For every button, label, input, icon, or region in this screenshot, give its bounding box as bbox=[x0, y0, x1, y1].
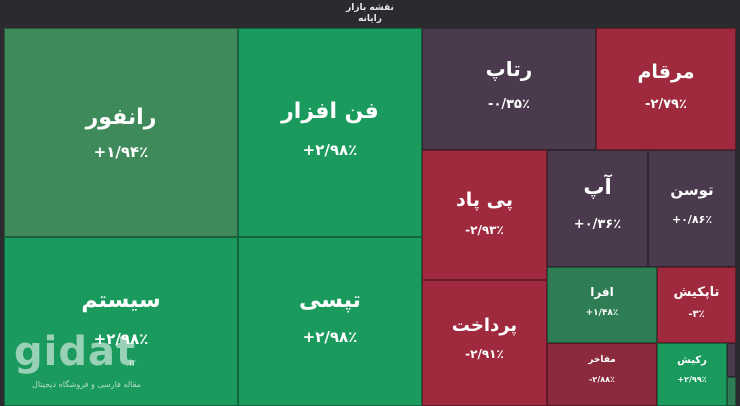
tile-change: +۲/۹۹٪ bbox=[677, 375, 707, 384]
tile-system[interactable]: سیستم +۲/۹۸٪ bbox=[4, 237, 238, 406]
tile-ratap[interactable]: رتاپ -۰/۳۵٪ bbox=[422, 28, 596, 150]
watermark-tagline: مقاله فارسی و فروشگاه دیجیتال bbox=[32, 380, 141, 389]
tile-name: سیستم bbox=[81, 288, 161, 313]
tile-afra[interactable]: افرا +۱/۴۸٪ bbox=[547, 267, 657, 343]
tile-change: -۲/۷۹٪ bbox=[645, 97, 687, 112]
tile-pardakht[interactable]: پرداخت -۲/۹۱٪ bbox=[422, 280, 547, 406]
tile-change: +۱/۹۴٪ bbox=[93, 143, 149, 161]
tile-mafakher[interactable]: مفاخر -۲/۸۸٪ bbox=[547, 343, 657, 406]
tile-change: -۳٪ bbox=[688, 309, 705, 320]
tile-fanafzar[interactable]: فن افزار +۲/۹۸٪ bbox=[238, 28, 422, 237]
tile-ranfour[interactable]: رانفور +۱/۹۴٪ bbox=[4, 28, 238, 237]
tile-name: مفاخر bbox=[588, 355, 616, 365]
tile-name: پی پاد bbox=[456, 189, 513, 211]
tile-change: -۲/۹۱٪ bbox=[465, 347, 504, 361]
sector-title: رایانه bbox=[358, 14, 382, 24]
tile-change: +۲/۹۸٪ bbox=[302, 141, 358, 159]
tile-toosan[interactable]: توسن +۰/۸۶٪ bbox=[648, 150, 736, 267]
tile-change: -۲/۸۸٪ bbox=[589, 375, 615, 384]
tile-name: رتاپ bbox=[485, 57, 533, 81]
tile-change: +۱/۴۸٪ bbox=[585, 308, 619, 318]
tile-change: -۲/۹۳٪ bbox=[465, 223, 504, 237]
tile-name: تپسی bbox=[299, 288, 361, 313]
tile-tapkish[interactable]: تاپکیش -۳٪ bbox=[657, 267, 736, 343]
watermark: gidat .ir مقاله فارسی و فروشگاه دیجیتال bbox=[14, 330, 164, 400]
tile-small-1[interactable] bbox=[727, 343, 736, 377]
tile-change: +۰/۸۶٪ bbox=[671, 213, 713, 226]
tile-name: مرقام bbox=[637, 61, 695, 83]
tile-name: توسن bbox=[670, 181, 714, 199]
tile-small-2[interactable] bbox=[727, 377, 736, 406]
watermark-tld: .ir bbox=[126, 358, 137, 369]
tile-name: رکیش bbox=[677, 355, 707, 366]
tile-tapsi[interactable]: تپسی +۲/۹۸٪ bbox=[238, 237, 422, 406]
tile-change: +۰/۳۶٪ bbox=[573, 217, 622, 232]
tile-name: افرا bbox=[590, 285, 614, 299]
header: نقشه بازار رایانه bbox=[0, 0, 740, 27]
tile-change: -۰/۳۵٪ bbox=[488, 97, 530, 112]
tile-ap[interactable]: آپ +۰/۳۶٪ bbox=[547, 150, 648, 267]
tile-name: پرداخت bbox=[451, 315, 518, 336]
tile-pipad[interactable]: پی پاد -۲/۹۳٪ bbox=[422, 150, 547, 280]
tile-change: +۲/۹۸٪ bbox=[302, 328, 358, 346]
tile-marqam[interactable]: مرقام -۲/۷۹٪ bbox=[596, 28, 736, 150]
tile-change: +۲/۹۸٪ bbox=[93, 330, 149, 348]
watermark-logo: gidat bbox=[14, 329, 137, 375]
tile-name: آپ bbox=[583, 175, 612, 199]
tile-name: رانفور bbox=[85, 105, 157, 130]
tile-name: تاپکیش bbox=[673, 285, 720, 300]
map-title: نقشه بازار bbox=[346, 3, 394, 13]
tile-name: فن افزار bbox=[281, 99, 379, 124]
tile-rakish[interactable]: رکیش +۲/۹۹٪ bbox=[657, 343, 727, 406]
